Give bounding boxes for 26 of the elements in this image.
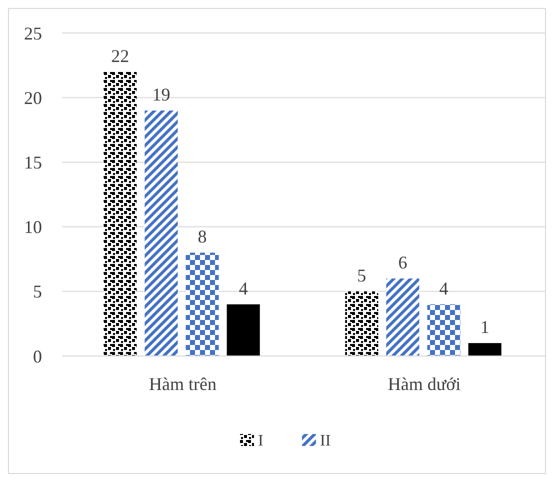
y-tick-label: 10 bbox=[24, 217, 42, 238]
bar bbox=[345, 291, 378, 356]
data-label: 19 bbox=[152, 84, 170, 105]
data-label: 4 bbox=[439, 278, 448, 298]
bar bbox=[468, 343, 502, 356]
data-label: 6 bbox=[398, 252, 408, 272]
y-tick-label: 5 bbox=[33, 282, 42, 302]
x-tick-label: Hàm dưới bbox=[388, 374, 461, 394]
bar bbox=[226, 304, 260, 356]
y-tick-label: 15 bbox=[24, 152, 42, 172]
y-tick-label: 25 bbox=[24, 23, 42, 44]
bar bbox=[144, 110, 178, 356]
bar bbox=[186, 252, 219, 356]
data-label: 4 bbox=[238, 278, 248, 298]
x-tick-label: Hàm trên bbox=[149, 374, 216, 394]
legend-label: I bbox=[258, 432, 264, 450]
y-tick-label: 20 bbox=[24, 88, 42, 108]
legend-label: II bbox=[320, 432, 331, 450]
bar bbox=[386, 278, 420, 356]
data-label: 22 bbox=[111, 46, 130, 66]
bar bbox=[427, 304, 460, 356]
data-label: 1 bbox=[480, 317, 490, 338]
data-label: 5 bbox=[357, 265, 366, 286]
bar bbox=[104, 72, 137, 356]
y-tick-label: 0 bbox=[33, 346, 42, 366]
data-label: 8 bbox=[198, 226, 207, 247]
